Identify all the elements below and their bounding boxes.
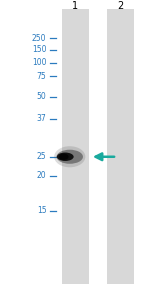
Text: 25: 25 (37, 152, 46, 161)
Text: 2: 2 (117, 1, 123, 11)
Text: 100: 100 (32, 59, 46, 67)
Text: 15: 15 (37, 207, 46, 215)
Text: 20: 20 (37, 171, 46, 180)
Ellipse shape (59, 154, 69, 160)
Bar (61, 9, 88, 284)
Text: 50: 50 (37, 92, 46, 101)
Ellipse shape (57, 153, 74, 161)
Ellipse shape (57, 150, 83, 164)
Text: 150: 150 (32, 45, 46, 54)
Text: 250: 250 (32, 34, 46, 42)
Bar (106, 9, 134, 284)
Ellipse shape (54, 146, 85, 167)
Text: 75: 75 (37, 72, 46, 81)
Text: 1: 1 (72, 1, 78, 11)
Text: 37: 37 (37, 114, 46, 123)
